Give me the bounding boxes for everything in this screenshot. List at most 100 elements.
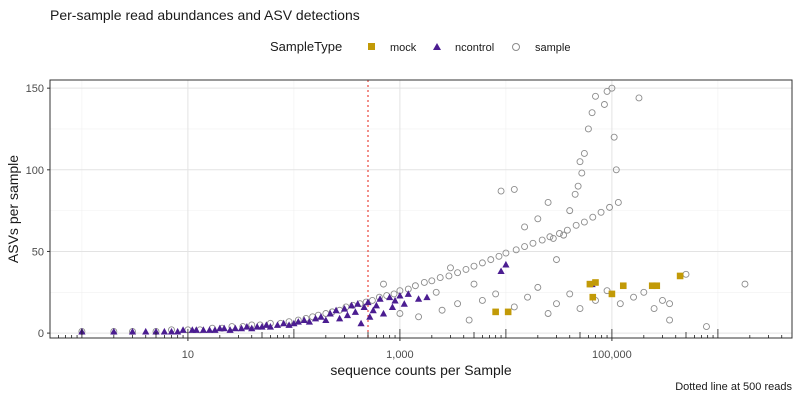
point-sample (606, 203, 613, 211)
point-sample (465, 316, 473, 324)
point-ncontrol (237, 324, 246, 332)
point-sample (666, 300, 674, 308)
point-ncontrol (332, 306, 340, 314)
point-sample (592, 92, 599, 100)
point-sample (396, 310, 404, 317)
legend: SampleType mock ncontrol sample (270, 39, 570, 54)
point-sample (521, 243, 529, 251)
axes: 0 50 100 150 10 1,000 100,000 (26, 83, 783, 361)
point-sample (703, 323, 710, 331)
point-sample (576, 158, 584, 166)
point-ncontrol (110, 327, 118, 335)
point-sample (610, 133, 618, 141)
point-ncontrol (231, 324, 239, 332)
point-sample (415, 313, 423, 321)
point-ncontrol (423, 293, 431, 301)
point-ncontrol (128, 327, 137, 335)
point-ncontrol (205, 326, 214, 333)
point-sample (556, 230, 563, 237)
point-sample (588, 109, 596, 117)
point-sample (432, 288, 440, 296)
legend-label-ncontrol: ncontrol (455, 42, 494, 54)
point-ncontrol (220, 324, 228, 332)
point-sample (438, 306, 446, 314)
point-ncontrol (357, 319, 365, 327)
point-ncontrol (243, 322, 251, 330)
point-ncontrol (273, 321, 282, 328)
y-axis-title: ASVs per sample (5, 155, 21, 263)
point-ncontrol (502, 260, 510, 268)
point-ncontrol (336, 314, 344, 322)
legend-title: SampleType (270, 39, 342, 54)
point-sample (538, 236, 546, 244)
point-mock (492, 308, 499, 316)
point-sample (521, 223, 529, 231)
point-sample (510, 185, 518, 193)
point-sample (566, 290, 574, 298)
point-ncontrol (253, 322, 261, 330)
point-sample (411, 282, 419, 290)
point-sample (578, 169, 586, 177)
point-ncontrol (160, 327, 168, 335)
point-mock (592, 279, 599, 286)
point-sample (608, 84, 616, 92)
point-sample (741, 280, 749, 288)
point-sample (659, 296, 666, 304)
point-sample (436, 274, 444, 282)
point-sample (574, 182, 582, 190)
point-sample (445, 272, 453, 280)
point-mock (586, 280, 594, 288)
point-sample (470, 262, 478, 270)
point-sample (616, 300, 624, 308)
point-ncontrol (388, 303, 397, 310)
point-ncontrol (376, 295, 384, 302)
point-ncontrol (294, 318, 302, 325)
point-sample (478, 296, 486, 304)
data-points (78, 84, 749, 335)
point-sample (553, 300, 560, 308)
point-ncontrol (372, 301, 380, 309)
point-mock (619, 282, 627, 290)
point-sample (635, 94, 643, 102)
point-sample (510, 303, 518, 311)
point-ncontrol (248, 324, 256, 332)
point-sample (566, 207, 574, 215)
point-sample (549, 234, 557, 242)
point-ncontrol (497, 267, 505, 275)
point-ncontrol (305, 318, 313, 325)
point-sample (612, 166, 620, 174)
point-sample (534, 215, 542, 223)
x-tick-label: 1,000 (386, 349, 414, 361)
point-sample (390, 290, 398, 298)
point-ncontrol (266, 322, 274, 330)
point-ncontrol (142, 327, 150, 335)
point-ncontrol (396, 291, 404, 299)
point-sample (563, 226, 571, 234)
x-tick-label: 100,000 (592, 349, 632, 361)
point-ncontrol (167, 327, 176, 335)
point-ncontrol (300, 316, 308, 324)
point-sample (580, 218, 588, 226)
chart-caption: Dotted line at 500 reads (675, 381, 792, 393)
panel-border (49, 79, 793, 339)
point-ncontrol (192, 326, 200, 333)
point-ncontrol (354, 300, 362, 307)
point-sample (478, 259, 486, 267)
point-sample (492, 290, 500, 298)
point-ncontrol (280, 319, 288, 327)
point-ncontrol (347, 301, 356, 309)
point-sample (650, 305, 658, 313)
point-sample (524, 293, 531, 301)
legend-mock-square-icon (368, 43, 375, 50)
point-sample (553, 256, 560, 264)
point-sample (368, 296, 376, 304)
point-sample (512, 246, 520, 254)
point-mock (608, 290, 616, 298)
point-mock (648, 282, 656, 290)
point-ncontrol (386, 293, 394, 301)
point-sample (544, 199, 552, 206)
legend-sample-circle-icon (512, 43, 520, 51)
legend-label-sample: sample (535, 42, 570, 54)
legend-ncontrol-triangle-icon (433, 43, 441, 50)
point-ncontrol (366, 313, 374, 320)
